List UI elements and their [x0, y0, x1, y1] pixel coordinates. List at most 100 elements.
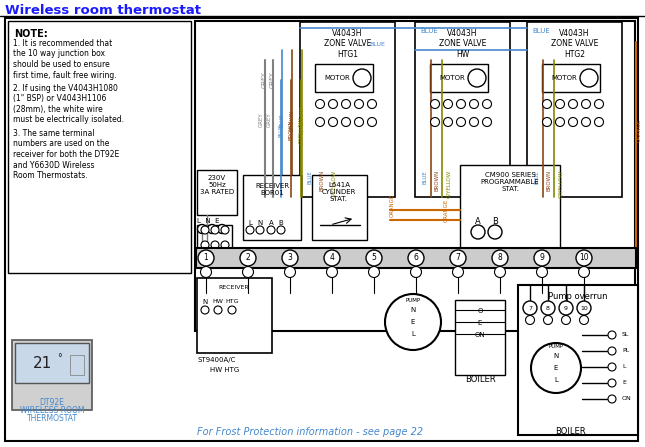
- Circle shape: [470, 100, 479, 109]
- Bar: [460, 165, 560, 265]
- Text: A: A: [268, 220, 273, 226]
- Text: L: L: [622, 364, 626, 370]
- Circle shape: [366, 250, 382, 266]
- Circle shape: [568, 100, 577, 109]
- Circle shape: [468, 69, 486, 87]
- Text: GREY: GREY: [261, 72, 266, 89]
- Bar: [197, 278, 272, 353]
- Circle shape: [355, 100, 364, 109]
- Circle shape: [217, 224, 226, 233]
- Circle shape: [577, 301, 591, 315]
- Text: receiver for both the DT92E: receiver for both the DT92E: [13, 150, 119, 159]
- Text: BOILER: BOILER: [464, 375, 495, 384]
- Text: MOTOR: MOTOR: [324, 75, 350, 81]
- Text: CM900 SERIES
PROGRAMMABLE
STAT.: CM900 SERIES PROGRAMMABLE STAT.: [481, 172, 539, 192]
- Text: G/YELLOW: G/YELLOW: [299, 106, 304, 134]
- Text: V4043H
ZONE VALVE
HW: V4043H ZONE VALVE HW: [439, 29, 486, 59]
- Bar: [300, 22, 395, 197]
- Text: ORANGE: ORANGE: [637, 118, 642, 142]
- Bar: [70, 355, 84, 375]
- Text: N: N: [257, 220, 263, 226]
- Text: ORANGE: ORANGE: [390, 194, 395, 217]
- Circle shape: [368, 266, 379, 278]
- Text: O: O: [477, 308, 482, 314]
- Text: B: B: [279, 220, 283, 226]
- Circle shape: [608, 379, 616, 387]
- Circle shape: [470, 118, 479, 127]
- Circle shape: [453, 266, 464, 278]
- Circle shape: [410, 266, 421, 278]
- Bar: [195, 21, 635, 331]
- Circle shape: [580, 69, 598, 87]
- Bar: [430, 64, 488, 92]
- Text: BOILER: BOILER: [555, 427, 585, 437]
- Bar: [527, 22, 622, 197]
- Text: 8: 8: [546, 305, 550, 311]
- Bar: [518, 285, 638, 435]
- Text: BROWN: BROWN: [546, 170, 551, 191]
- Bar: [243, 175, 301, 240]
- Text: the 10 way junction box: the 10 way junction box: [13, 50, 105, 59]
- Text: 1: 1: [204, 253, 208, 262]
- Text: 9: 9: [564, 305, 568, 311]
- Text: 230V
50Hz
3A RATED: 230V 50Hz 3A RATED: [200, 175, 234, 195]
- Circle shape: [328, 100, 337, 109]
- Text: G/YELLOW: G/YELLOW: [299, 116, 304, 143]
- Text: ON: ON: [475, 332, 485, 338]
- Text: Room Thermostats.: Room Thermostats.: [13, 171, 88, 180]
- Circle shape: [211, 226, 219, 234]
- Circle shape: [201, 306, 209, 314]
- Circle shape: [576, 250, 592, 266]
- Circle shape: [531, 343, 581, 393]
- Text: GREY: GREY: [270, 72, 275, 89]
- Circle shape: [444, 118, 453, 127]
- Circle shape: [282, 250, 298, 266]
- Text: BLUE: BLUE: [420, 28, 438, 34]
- Circle shape: [471, 225, 485, 239]
- Text: BLUE: BLUE: [422, 170, 428, 184]
- Circle shape: [211, 241, 219, 249]
- Text: V4043H
ZONE VALVE
HTG2: V4043H ZONE VALVE HTG2: [551, 29, 598, 59]
- Text: ST9400A/C: ST9400A/C: [197, 357, 235, 363]
- Circle shape: [544, 316, 553, 325]
- Text: PL: PL: [622, 349, 629, 354]
- Text: first time, fault free wiring.: first time, fault free wiring.: [13, 71, 117, 80]
- Circle shape: [246, 226, 254, 234]
- Text: BLUE: BLUE: [532, 28, 550, 34]
- Text: N: N: [203, 299, 208, 305]
- Circle shape: [608, 347, 616, 355]
- Bar: [315, 64, 373, 92]
- Bar: [197, 170, 237, 215]
- Text: V4043H
ZONE VALVE
HTG1: V4043H ZONE VALVE HTG1: [324, 29, 371, 59]
- Bar: [312, 175, 367, 240]
- Text: L641A
CYLINDER
STAT.: L641A CYLINDER STAT.: [322, 182, 356, 202]
- Circle shape: [355, 118, 364, 127]
- Bar: [8, 21, 191, 273]
- Text: NOTE:: NOTE:: [14, 29, 48, 39]
- Text: (28mm), the white wire: (28mm), the white wire: [13, 105, 103, 114]
- Circle shape: [368, 100, 377, 109]
- Circle shape: [385, 294, 441, 350]
- Text: ON: ON: [622, 396, 631, 401]
- Text: °: °: [57, 353, 63, 363]
- Text: 7: 7: [455, 253, 461, 262]
- Text: should be used to ensure: should be used to ensure: [13, 60, 110, 69]
- Text: E: E: [478, 320, 482, 326]
- Text: 1. It is recommended that: 1. It is recommended that: [13, 39, 112, 48]
- Circle shape: [608, 363, 616, 371]
- Text: RECEIVER: RECEIVER: [219, 285, 250, 290]
- Circle shape: [324, 250, 340, 266]
- Text: 3: 3: [288, 253, 292, 262]
- Text: L: L: [554, 377, 558, 383]
- Circle shape: [328, 118, 337, 127]
- Text: HW HTG: HW HTG: [210, 367, 239, 373]
- Text: HW: HW: [213, 299, 223, 304]
- Circle shape: [201, 241, 209, 249]
- Circle shape: [542, 118, 551, 127]
- Text: GREY: GREY: [266, 113, 272, 127]
- Circle shape: [562, 316, 570, 325]
- Text: BLUE: BLUE: [535, 170, 539, 184]
- Text: 4: 4: [330, 253, 335, 262]
- Circle shape: [457, 118, 466, 127]
- Circle shape: [353, 69, 371, 87]
